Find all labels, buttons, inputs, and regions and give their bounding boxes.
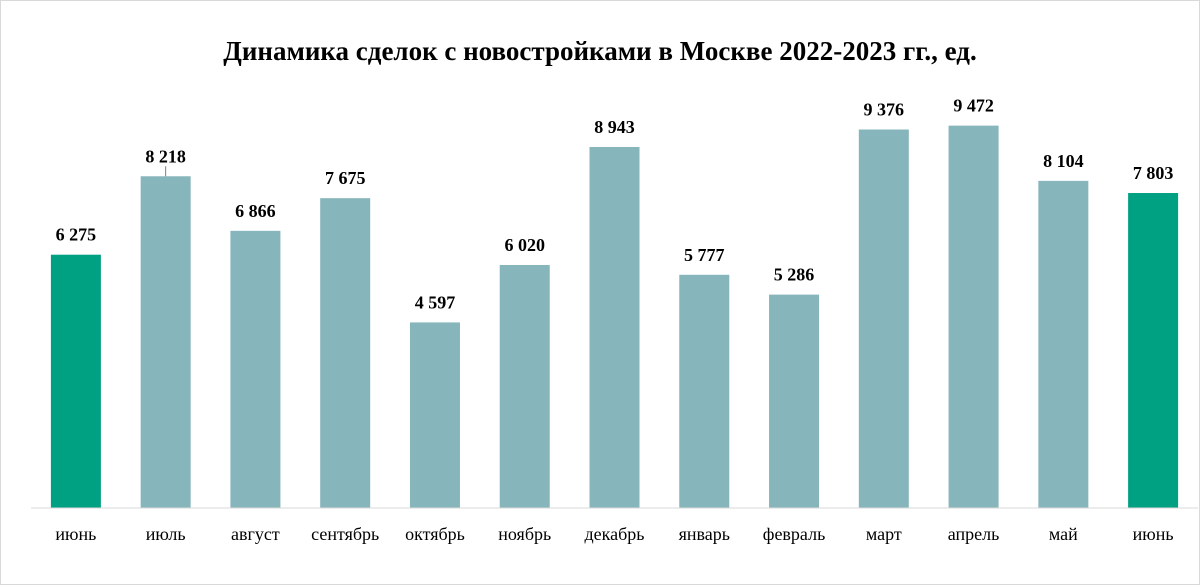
value-label-11: 8 104 — [1043, 151, 1084, 171]
category-label-2: август — [231, 524, 280, 544]
category-label-4: октябрь — [405, 524, 465, 544]
bar-10 — [948, 125, 999, 508]
bar-5 — [499, 264, 550, 508]
bar-12 — [1128, 193, 1179, 508]
bar-0 — [50, 254, 101, 508]
bar-7 — [679, 274, 730, 508]
value-label-10: 9 472 — [953, 96, 994, 116]
chart-title: Динамика сделок с новостройками в Москве… — [223, 36, 977, 66]
value-label-7: 5 777 — [684, 245, 725, 265]
bar-11 — [1038, 180, 1089, 508]
bar-9 — [858, 129, 909, 508]
category-label-5: ноябрь — [498, 524, 551, 544]
value-label-4: 4 597 — [415, 292, 456, 312]
category-label-11: май — [1049, 524, 1078, 544]
value-label-2: 6 866 — [235, 201, 276, 221]
value-label-9: 9 376 — [864, 100, 905, 120]
category-label-0: июнь — [55, 524, 96, 544]
category-labels-group: июнь июль август сентябрь октябрь ноябрь декаб… — [55, 524, 1173, 544]
category-label-3: сентябрь — [311, 524, 379, 544]
value-label-1: 8 218 — [145, 146, 186, 166]
category-label-1: июль — [146, 524, 186, 544]
category-label-12: июнь — [1133, 524, 1174, 544]
category-label-7: январь — [679, 524, 730, 544]
value-label-5: 6 020 — [504, 235, 545, 255]
bar-4 — [409, 322, 460, 508]
category-label-8: февраль — [763, 524, 826, 544]
category-label-6: декабрь — [585, 524, 645, 544]
value-label-8: 5 286 — [774, 265, 815, 285]
value-label-0: 6 275 — [56, 225, 97, 245]
bar-2 — [230, 230, 281, 508]
value-label-12: 7 803 — [1133, 163, 1174, 183]
category-label-9: март — [866, 524, 902, 544]
bar-3 — [320, 198, 371, 509]
value-label-6: 8 943 — [594, 117, 635, 137]
value-labels-group: 6 275 8 218 6 866 7 675 4 597 6 020 8 943 5 777… — [56, 96, 1174, 313]
value-label-3: 7 675 — [325, 168, 366, 188]
bar-8 — [769, 294, 820, 508]
bar-1 — [140, 176, 191, 508]
bars-group — [50, 125, 1179, 509]
bar-6 — [589, 146, 640, 508]
category-label-10: апрель — [948, 524, 1000, 544]
